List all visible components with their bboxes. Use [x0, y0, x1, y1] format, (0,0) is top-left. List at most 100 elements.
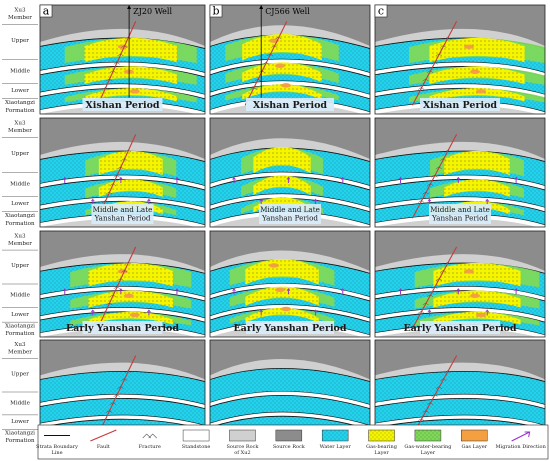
legend-swatch-dots: [322, 430, 349, 441]
gas-bearing-dots: [433, 311, 521, 325]
fault-line: [411, 134, 458, 219]
gas-water-bearing-layer: [229, 308, 335, 324]
fracture-mark: [113, 62, 120, 65]
fracture-mark: [102, 418, 109, 421]
panel-letter: c: [378, 5, 384, 18]
gas-bearing-dots: [253, 175, 311, 196]
fracture-mark: [418, 310, 425, 314]
period-label: Yanshan Period: [431, 214, 488, 223]
panel-letter-box: [374, 4, 388, 18]
migration-arrowhead: [286, 288, 291, 292]
strata-boundary-line: [375, 414, 545, 426]
fracture-mark: [440, 270, 447, 273]
gas-bearing-dots: [433, 290, 521, 308]
migration-arrowhead: [485, 309, 490, 313]
fracture-mark: [418, 87, 425, 90]
legend-fracture-symbol: [142, 433, 157, 439]
row-label: Middle: [10, 69, 30, 75]
strata-boundary-line: [210, 304, 370, 319]
strata-boundary-line: [40, 393, 205, 405]
gas-layer: [275, 63, 285, 68]
fracture-mark: [109, 183, 117, 186]
sandstone-interlayer: [40, 83, 205, 99]
fault-line: [411, 246, 458, 329]
fracture-mark: [124, 370, 132, 373]
sandstone-interlayer: [40, 175, 205, 190]
fracture-mark: [258, 70, 265, 73]
fracture-mark: [250, 87, 257, 90]
migration-arrowhead: [286, 176, 291, 180]
gas-layer: [470, 69, 480, 74]
row-label-group: Xu3 Member Upper Middle Lower Xiaotangzi Forma…: [2, 233, 38, 337]
panel-frame: [39, 230, 206, 338]
gas-bearing-dots: [245, 286, 319, 306]
period-label: Xishan Period: [423, 100, 497, 111]
strata-boundary-line: [375, 393, 545, 405]
period-label-box: [420, 98, 500, 111]
gas-bearing-dots: [98, 150, 163, 176]
sandstone-interlayer: [40, 101, 205, 114]
fracture-mark: [422, 191, 429, 195]
period-label-box: [82, 98, 163, 111]
legend-swatch-dots: [368, 430, 395, 441]
strata-boundary-line: [40, 174, 205, 186]
gas-water-bearing-layer: [409, 88, 545, 103]
migration-arrowhead: [175, 176, 179, 180]
migration-arrowhead: [340, 288, 345, 292]
fracture-mark: [426, 294, 434, 298]
sandstone-dots: [210, 368, 370, 405]
well-label: ZJ20 Well: [133, 7, 172, 16]
strata-boundary-line: [375, 150, 545, 162]
migration-arrowhead: [456, 176, 461, 180]
legend-label: Strata Boundary: [36, 444, 78, 450]
fracture-mark: [124, 149, 132, 153]
legend-swatch-dots: [414, 430, 441, 441]
period-label: Middle and Late: [260, 205, 320, 214]
legend-migration-symbol: [511, 431, 530, 442]
migration-arrowhead: [313, 309, 318, 313]
fracture-mark: [431, 286, 438, 289]
migration-arrowhead: [62, 288, 67, 292]
sandstone-interlayer: [375, 62, 545, 77]
strata-boundary-line: [375, 200, 545, 213]
legend-item: Fracture: [139, 433, 161, 450]
strata-boundary-line: [210, 171, 370, 186]
strata-boundary-line: [40, 83, 205, 95]
period-label-box: [259, 204, 321, 224]
sandstone-interlayer: [375, 83, 545, 99]
sandstone-interlayer: [375, 307, 545, 323]
sandstone-interlayer: [375, 394, 545, 409]
period-label-box: [429, 204, 491, 224]
legend-swatch: [229, 429, 256, 442]
strata-boundary-line: [210, 395, 370, 410]
legend-label: Layer: [421, 450, 436, 456]
fracture-mark: [106, 78, 113, 82]
panel-frame: [39, 4, 206, 115]
fracture-mark: [444, 149, 451, 153]
panel: a ZJ20 Well Xishan Period: [39, 4, 206, 115]
fracture-mark: [102, 87, 109, 90]
period-label: Early Yanshan Period: [403, 323, 516, 334]
panel-frame: [39, 117, 206, 228]
fault-line: [244, 21, 288, 106]
migration-arrowhead: [175, 288, 179, 292]
fracture-mark: [102, 200, 109, 203]
row-label: Upper: [11, 371, 29, 377]
strata-boundary-line: [375, 398, 545, 410]
fracture-mark: [117, 53, 124, 57]
row-label: Lower: [11, 419, 29, 425]
fracture-mark: [121, 270, 128, 273]
sandstone-interlayer: [375, 196, 545, 212]
gas-bearing-dots: [444, 179, 510, 197]
strata-boundary-line: [210, 367, 370, 382]
strata-boundary-line: [210, 390, 370, 405]
sandstone-interlayer: [375, 286, 545, 301]
fracture-mark: [444, 370, 451, 373]
migration-arrowhead: [340, 176, 345, 180]
panel: c Xishan Period: [374, 4, 546, 115]
fault-line: [411, 355, 458, 436]
legend-label: of Xu2: [234, 450, 250, 456]
gas-bearing-dots: [98, 179, 163, 197]
gas-layer: [476, 312, 486, 318]
